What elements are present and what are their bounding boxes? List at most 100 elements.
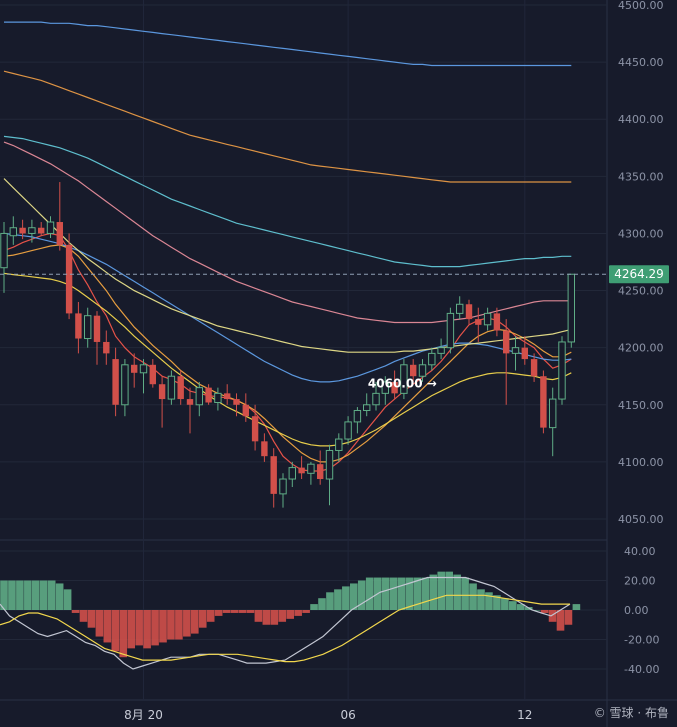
macd-bar-negative [564,610,573,625]
macd-bar-negative [103,610,112,643]
candle-body-down [475,319,482,325]
macd-bar-positive [334,589,342,610]
macd-tick-label: -20.00 [624,634,659,647]
macd-bar-negative [198,610,207,628]
candle-body-down [186,399,194,405]
candle-body-up [400,364,408,394]
candle-body-up [279,478,287,495]
moving-average-line [3,232,572,383]
candle-body-down [261,441,268,457]
moving-average-line [3,141,572,324]
candle-body-down [242,404,249,417]
candle-body-down [503,330,510,354]
macd-bar-positive [63,589,72,610]
candle-body-down [149,364,156,385]
candle-body-down [530,359,538,377]
macd-bar-positive [0,580,8,610]
candle-body-down [224,393,231,400]
candle-body-down [251,416,259,442]
candle-body-down [56,222,63,245]
macd-bar-positive [310,604,318,610]
moving-average-line [3,244,572,463]
macd-bar-negative [167,610,175,640]
time-tick-label: 12 [517,708,532,722]
price-tick-label: 4100.00 [618,456,664,469]
macd-bar-negative [254,610,263,622]
macd-bar-negative [230,610,239,613]
candle-body-down [233,399,240,405]
macd-bar-positive [445,571,453,610]
macd-bar-positive [469,583,477,610]
macd-bar-negative [191,610,199,634]
macd-bar-negative [214,610,223,616]
macd-bar-positive [39,580,48,610]
macd-bar-positive [16,580,24,610]
macd-bar-negative [159,610,167,643]
macd-tick-label: 20.00 [624,575,656,588]
macd-bar-positive [501,598,509,610]
macd-bar-negative [183,610,191,637]
candle-body-up [325,449,334,480]
candle-body-down [158,384,166,400]
macd-bar-negative [302,610,310,613]
macd-bar-positive [47,580,56,610]
macd-bar-positive [389,577,398,610]
candle-body-up [214,392,222,403]
macd-bar-positive [381,577,390,610]
macd-bar-positive [32,580,40,610]
price-tick-label: 4150.00 [618,399,664,412]
moving-average-line [3,272,572,447]
macd-bar-negative [540,610,549,613]
candle-body-down [521,347,528,360]
candle-body-up [46,221,55,234]
candle-body-up [549,398,557,429]
candle-body-up [9,227,18,237]
price-tick-label: 4200.00 [618,342,664,355]
candle-body-down [93,315,101,342]
macd-bar-negative [119,610,128,658]
y-axis: 4050.00 4100.00 4150.00 4200.00 4250.00 4300.… [618,0,664,676]
price-tick-label: 4300.00 [618,227,664,240]
macd-bar-positive [318,598,326,610]
candle-body-up [483,312,492,326]
macd-bar-positive [572,604,581,610]
candle-body-down [465,304,473,320]
price-tick-label: 4050.00 [618,513,664,526]
candlesticks [0,182,575,508]
macd-bar-positive [516,604,525,610]
macd-bar-negative [151,610,159,646]
candle-body-up [446,312,455,349]
macd-bar-negative [222,610,231,613]
macd-bar-negative [286,610,294,619]
current-price-tag [609,265,669,284]
macd-bar-negative [127,610,135,649]
candle-body-down [131,364,138,373]
candle-body-up [307,463,315,474]
moving-average-line [3,178,572,353]
macd-bar-negative [246,610,255,613]
candle-body-up [0,232,8,269]
candle-body-up [353,409,362,423]
candle-body-up [511,347,520,354]
macd-bar-negative [206,610,215,622]
candle-body-up [139,364,148,374]
macd-bar-negative [278,610,287,622]
candle-body-down [270,456,277,494]
candle-body-down [205,387,212,403]
candle-body-up [558,341,566,400]
candle-body-down [410,364,417,377]
macd-bar-positive [437,571,446,610]
macd-bar-positive [8,580,16,610]
macd-dea-line [0,594,570,663]
macd-bar-negative [294,610,302,616]
macd-bar-negative [262,610,271,625]
macd-bar-negative [135,610,143,646]
candle-body-up [344,421,352,440]
moving-average-line [3,70,572,183]
watermark: © 雪球 · 布鲁 [593,706,669,720]
macd-bar-negative [71,610,80,613]
macd-bar-negative [79,610,88,622]
macd-bar-negative [548,610,557,622]
candle-body-up [121,364,129,406]
